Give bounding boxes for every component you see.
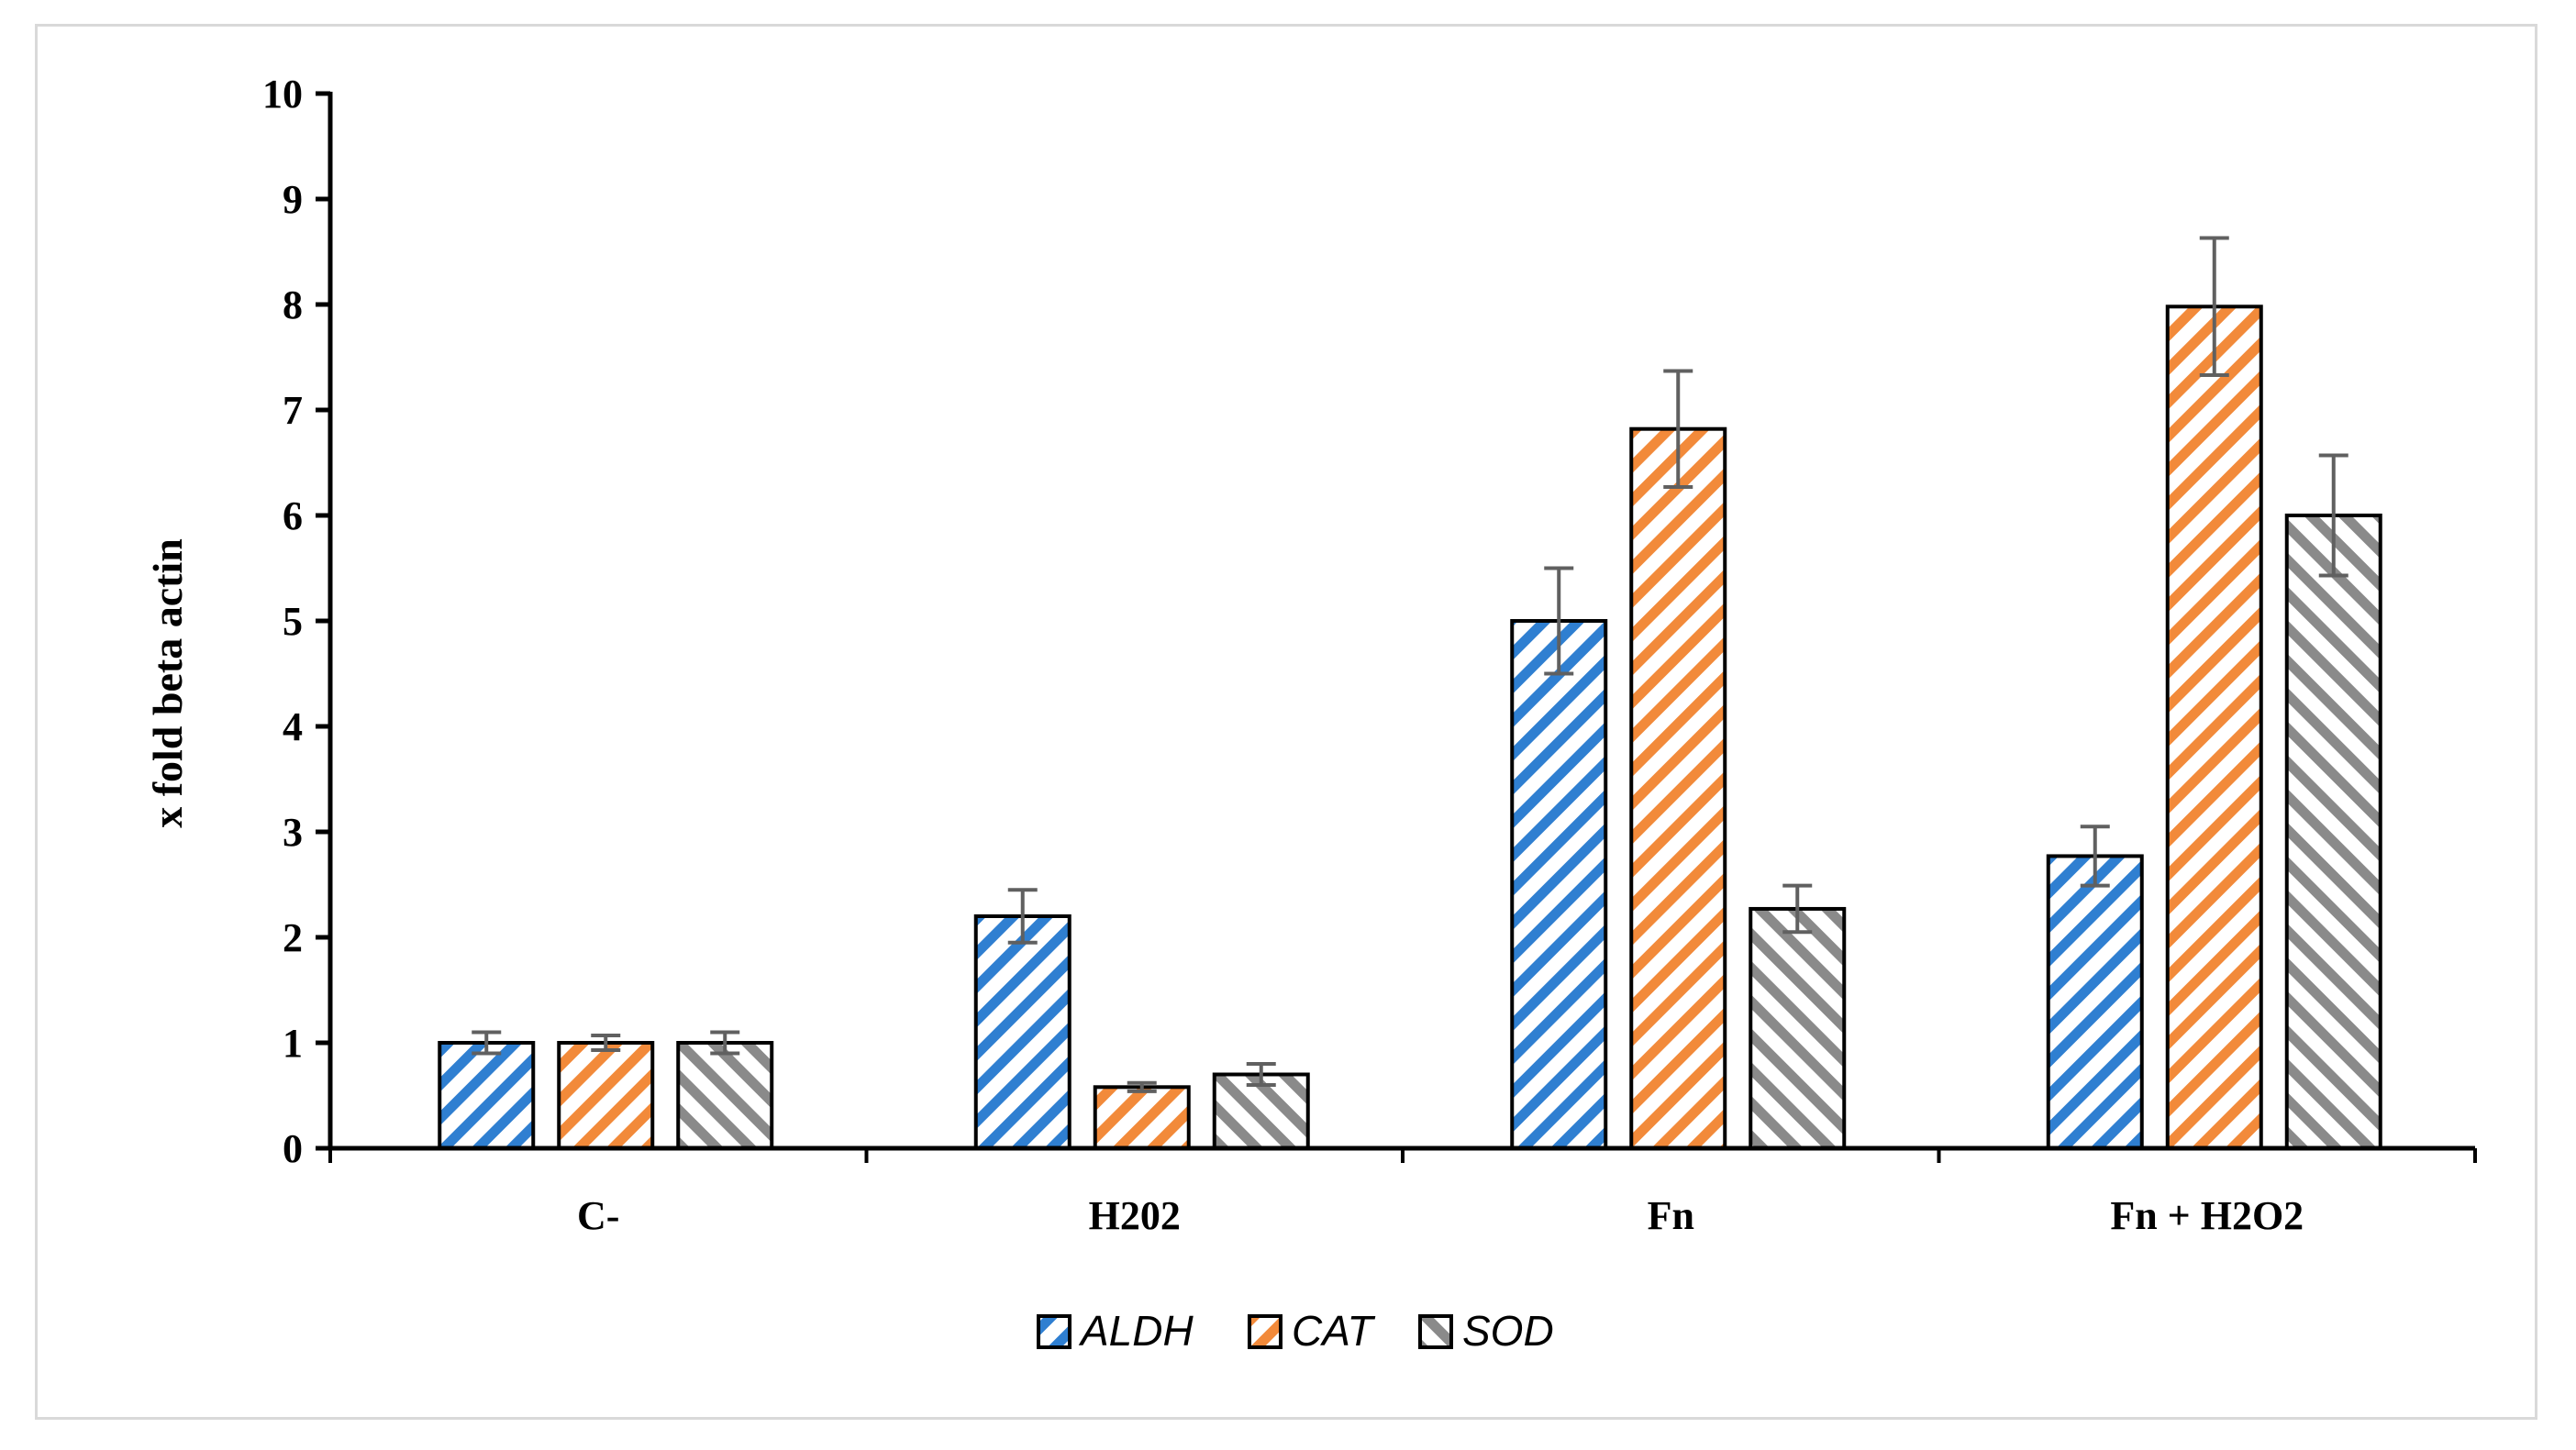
error-bar-cat-fn: [1663, 369, 1693, 489]
y-tick-label: 8: [283, 282, 303, 327]
legend-swatch: [1248, 1314, 1282, 1349]
error-bar-aldh-fn-h2o2: [2080, 825, 2110, 888]
error-bar-cat-fn-h2o2: [2199, 236, 2229, 378]
bar-aldh-h202: [973, 914, 1071, 1150]
bar-cat-fn-h2o2: [2165, 304, 2263, 1150]
legend-label: SOD: [1462, 1307, 1554, 1355]
x-tick-label: C-: [577, 1193, 619, 1238]
x-tick-label: H202: [1089, 1193, 1181, 1238]
legend-item-cat: CAT: [1248, 1307, 1375, 1355]
bars: [438, 236, 2382, 1151]
error-bar-cat-h202: [1127, 1080, 1157, 1093]
x-tick-label: Fn: [1648, 1193, 1694, 1238]
legend-item-sod: SOD: [1418, 1307, 1554, 1355]
legend-swatch: [1418, 1314, 1453, 1349]
error-bar-sod-fn-h2o2: [2318, 453, 2348, 578]
legend-label: CAT: [1292, 1307, 1375, 1355]
error-bar-sod-fn: [1782, 883, 1813, 935]
error-bar-sod-h202: [1246, 1062, 1276, 1087]
y-tick-label: 6: [283, 493, 303, 538]
bar-aldh-fn: [1510, 619, 1608, 1150]
bar-sod-fn-h2o2: [2284, 514, 2382, 1150]
error-bar-aldh-fn: [1544, 566, 1574, 676]
error-bar-aldh-h202: [1007, 888, 1038, 945]
bar-sod-fn: [1749, 906, 1847, 1150]
error-bar-aldh-c: [472, 1030, 502, 1056]
bar-aldh-fn-h2o2: [2046, 854, 2144, 1150]
y-tick-label: 10: [262, 72, 303, 116]
bar-sod-c: [676, 1041, 774, 1150]
legend-label: ALDH: [1078, 1307, 1194, 1355]
y-tick-label: 9: [283, 177, 303, 222]
y-tick-label: 0: [283, 1126, 303, 1171]
bar-aldh-c: [438, 1041, 536, 1150]
x-tick-label: Fn + H2O2: [2110, 1193, 2304, 1238]
y-tick-label: 3: [283, 810, 303, 855]
legend-item-aldh: ALDH: [1037, 1307, 1194, 1355]
y-tick-label: 4: [283, 704, 303, 749]
legend: ALDH CAT SOD: [1037, 1307, 1554, 1355]
y-tick-label: 5: [283, 599, 303, 644]
bar-cat-c: [557, 1041, 655, 1150]
bar-cat-fn: [1629, 426, 1727, 1150]
y-tick-label: 1: [283, 1021, 303, 1066]
chart-frame: [35, 24, 2537, 1420]
y-axis-label: x fold beta actin: [144, 538, 191, 828]
legend-swatch: [1037, 1314, 1071, 1349]
y-tick-label: 7: [283, 388, 303, 433]
y-axis: 0 1 2 3 4 5 6 7 8 9 10: [262, 72, 333, 1171]
y-tick-label: 2: [283, 915, 303, 960]
error-bar-cat-c: [591, 1033, 621, 1053]
x-axis: C- H202 Fn Fn + H2O2: [328, 1146, 2477, 1238]
error-bar-sod-c: [710, 1030, 740, 1056]
bar-cat-h202: [1093, 1085, 1191, 1151]
